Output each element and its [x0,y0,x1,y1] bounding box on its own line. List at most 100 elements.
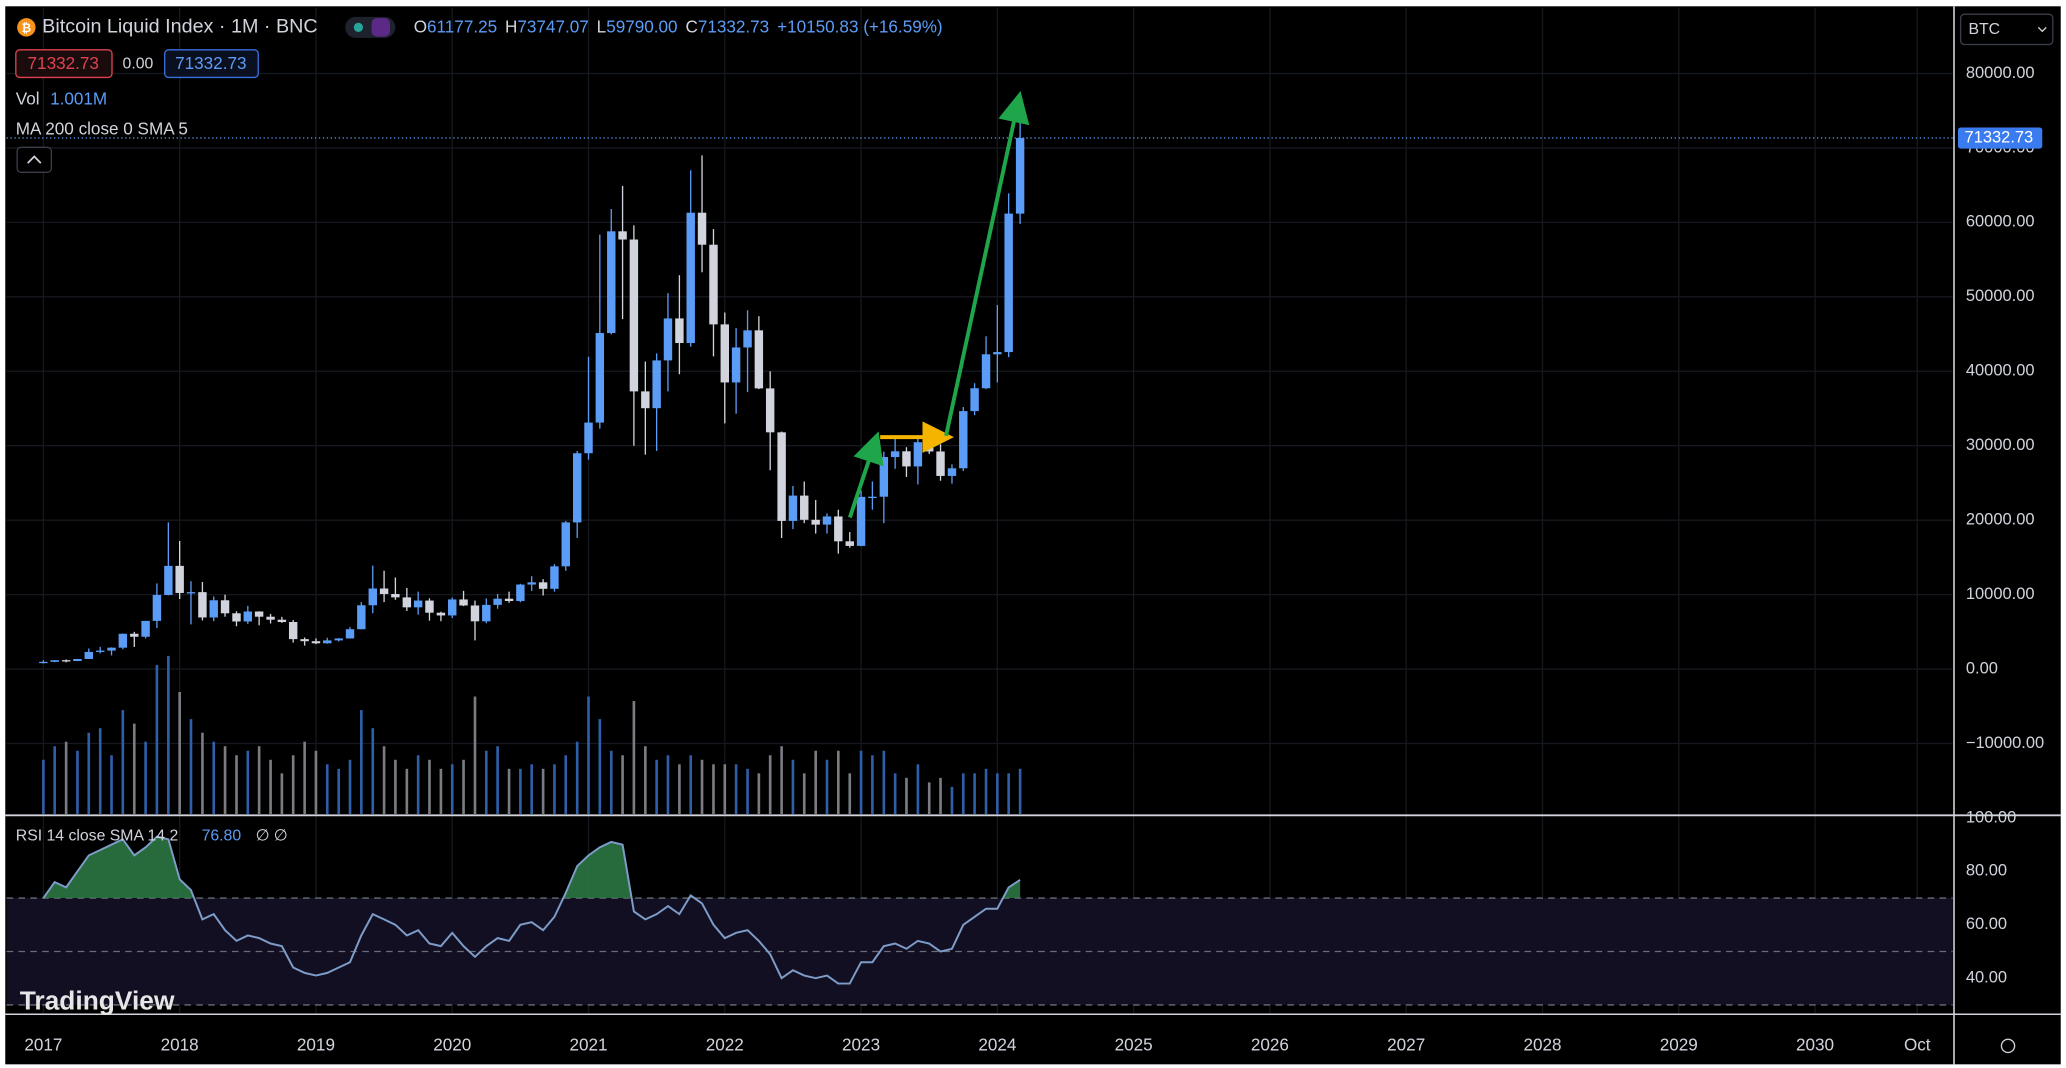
candle-body [675,318,684,343]
rsi-line [42,835,1021,985]
candle-body [130,633,139,637]
vol-name: Vol [16,89,40,108]
candle-body [527,582,536,585]
volume-bar [269,759,272,814]
candle-body [902,451,911,467]
volume-bar [462,759,465,814]
volume-bar [836,750,840,814]
candle-body [470,605,480,622]
volume-bar [780,746,783,814]
ma-label: MA 200 close 0 SMA 5 [16,120,188,139]
candle-body [368,588,377,606]
candle-body [856,496,866,546]
settings-icon[interactable] [2000,1038,2016,1054]
candle-body [254,611,264,617]
volume-bar [348,759,352,814]
x-tick-label: 2021 [569,1035,607,1054]
candle-body [607,231,616,334]
chart-title: Bitcoin Liquid Index · 1M · BNC [42,16,318,38]
collapse-button[interactable] [16,146,53,173]
volume-bar [1018,768,1022,814]
candle-body [73,658,82,662]
candle-body [243,611,253,622]
volume-bar [734,764,738,814]
volume-bar [428,759,431,814]
rsi-tick-label: 80.00 [1966,862,2007,880]
candle-body [402,597,412,608]
candle-body [584,422,593,454]
volume-bar [189,719,193,814]
status-dot [353,22,363,32]
volume-bar [814,750,818,814]
candle-body [924,442,934,452]
volume-bar [802,773,806,814]
volume-bar [223,746,227,814]
rsi-tick-label: 60.00 [1966,915,2007,933]
y-tick-label: 20000.00 [1966,511,2035,529]
x-tick-label: 2020 [433,1035,471,1054]
x-tick-label: 2019 [297,1035,335,1054]
rsi-value: 76.80 [202,828,242,845]
candle-body [277,619,287,623]
collapse-icon [27,155,42,164]
candle-body [595,333,605,423]
candle-body [84,651,93,659]
volume-bar [564,755,568,814]
volume-bar [325,764,329,814]
candle-body [61,660,71,662]
volume-bar [689,755,693,814]
volume-bar [450,764,454,814]
candle-body [618,231,627,240]
volume-bar [496,746,499,814]
candle-body [50,660,59,662]
y-tick-label: 80000.00 [1966,64,2035,82]
candle-body [720,324,730,383]
buy-button[interactable] [164,49,259,79]
symbol-dropdown[interactable] [1959,13,2054,46]
candle-body [175,565,184,593]
candle-body [413,600,423,608]
sell-button[interactable] [15,49,113,79]
legend-key: C [685,17,697,36]
volume-bar [110,755,113,814]
volume-bar [314,750,318,814]
candle-body [118,633,128,648]
candle-body [425,600,434,613]
candle-body [800,495,809,520]
x-tick-label: 2030 [1796,1035,1834,1054]
volume-bar [950,786,954,814]
volume-bar [655,759,658,814]
x-tick-label: 2026 [1251,1035,1289,1054]
x-tick-label: Oct [1904,1035,1931,1054]
btc-icon [17,18,36,37]
volume-bar [644,746,647,814]
candle-body [947,468,957,476]
x-tick-label: 2028 [1523,1035,1561,1054]
candle-body [845,541,854,546]
x-tick-label: 2018 [161,1035,199,1054]
legend-value: 61177.25 [427,17,497,36]
candle-body [777,432,786,521]
candle-body [232,613,241,622]
volume-bar [1007,773,1010,814]
volume-bar [439,768,443,814]
volume-bar [678,764,681,814]
volume-bar [87,732,91,814]
volume-bar [905,777,908,814]
candle-body [300,639,309,642]
background [5,6,2061,1065]
candle-body [936,451,945,476]
volume-bar [212,741,216,814]
x-tick-label: 2025 [1115,1035,1153,1054]
candle-body [379,588,389,595]
volume-bar [768,755,772,814]
candle-body [663,318,673,361]
volume-bar [257,746,261,814]
brand-logo: TradingView [20,985,175,1015]
volume-bar [984,768,988,814]
volume-bar [53,746,57,814]
volume-bar [541,768,545,814]
volume-bar [791,759,795,814]
y-tick-label: 60000.00 [1966,213,2035,231]
legend-value: 71332.73 [698,17,769,36]
